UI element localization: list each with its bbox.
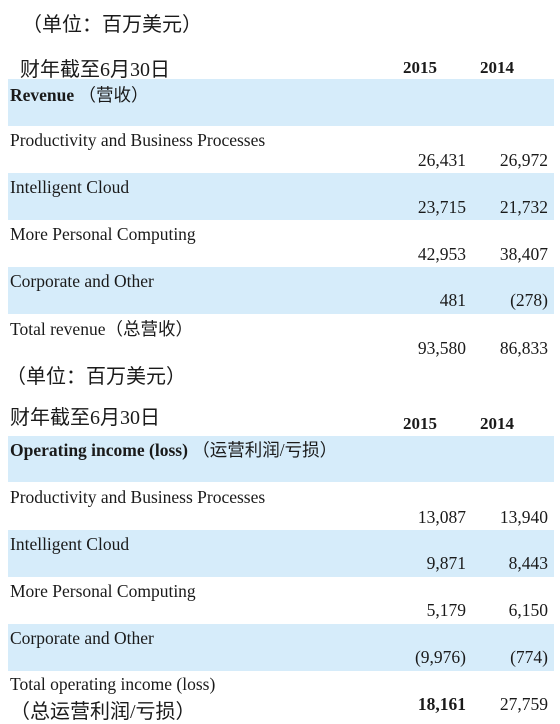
revenue-row-label: Corporate and Other: [10, 271, 154, 291]
operating-row-2014: 8,443: [508, 553, 548, 573]
revenue-row-2015: 42,953: [417, 244, 466, 264]
revenue-total-label: Total revenue（总营收）: [10, 319, 193, 339]
operating-row-band: [8, 624, 554, 671]
revenue-total-2015: 93,580: [417, 338, 466, 358]
revenue-row-2014: (278): [510, 290, 548, 310]
revenue-row-band: [8, 173, 554, 220]
revenue-row-2015: 26,431: [417, 150, 466, 170]
revenue-row-2015: 23,715: [417, 197, 466, 217]
operating-row-label: Corporate and Other: [10, 628, 154, 648]
revenue-header-en: Revenue: [10, 85, 75, 105]
operating-total-label-en: Total operating income (loss): [10, 674, 216, 694]
operating-total-2014: 27,759: [499, 694, 548, 714]
operating-total-label-cn: （总运营利润/亏损）: [10, 701, 196, 723]
revenue-row-2014: 21,732: [499, 197, 548, 217]
revenue-row-band: [8, 267, 554, 314]
revenue-header-band: [8, 79, 554, 126]
operating-fiscal-label: 财年截至6月30日: [10, 407, 160, 429]
operating-row-2014: 13,940: [499, 507, 548, 527]
revenue-total-2014: 86,833: [499, 338, 548, 358]
revenue-row-label: More Personal Computing: [10, 224, 196, 244]
operating-row-2015: 9,871: [426, 553, 466, 573]
revenue-unit-note: （单位：百万美元）: [22, 14, 202, 36]
operating-row-label: More Personal Computing: [10, 581, 196, 601]
operating-unit-note: （单位：百万美元）: [6, 366, 186, 388]
revenue-row-label: Productivity and Business Processes: [10, 130, 266, 150]
revenue-row-2014: 38,407: [499, 244, 548, 264]
operating-header: Operating income (loss) （运营利润/亏损）: [10, 437, 337, 462]
operating-row-2014: (774): [510, 647, 548, 667]
revenue-header-cn: （营收）: [78, 85, 149, 105]
revenue-row-2014: 26,972: [499, 150, 548, 170]
revenue-fiscal-label: 财年截至6月30日: [20, 59, 170, 81]
operating-header-en: Operating income (loss): [10, 440, 188, 460]
operating-year-2014: 2014: [480, 414, 514, 433]
revenue-year-2014: 2014: [480, 58, 514, 77]
operating-row-label: Intelligent Cloud: [10, 534, 130, 554]
operating-row-label: Productivity and Business Processes: [10, 487, 266, 507]
operating-row-band: [8, 530, 554, 577]
revenue-row-label: Intelligent Cloud: [10, 177, 130, 197]
operating-row-2015: (9,976): [414, 647, 466, 667]
operating-row-2015: 13,087: [417, 507, 466, 527]
operating-total-2015: 18,161: [417, 694, 466, 714]
revenue-row-2015: 481: [439, 290, 466, 310]
operating-header-cn: （运营利润/亏损）: [192, 440, 338, 460]
revenue-year-2015: 2015: [403, 58, 437, 77]
operating-header-band: [8, 436, 554, 482]
operating-row-2014: 6,150: [508, 600, 548, 620]
operating-year-2015: 2015: [403, 414, 437, 433]
revenue-header: Revenue （营收）: [10, 82, 149, 107]
operating-row-2015: 5,179: [426, 600, 466, 620]
